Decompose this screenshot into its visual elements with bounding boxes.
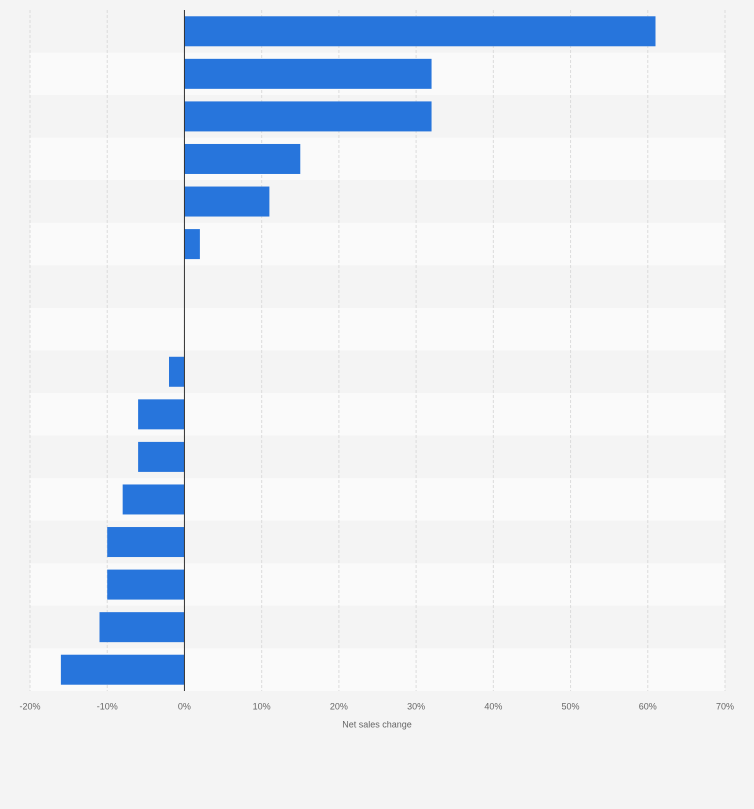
bar (184, 16, 656, 47)
x-tick-label: -20% (19, 701, 40, 711)
bar (184, 143, 301, 174)
bar (184, 186, 270, 217)
bar (184, 101, 432, 132)
x-tick-label: 70% (716, 701, 734, 711)
bar (138, 441, 185, 472)
x-tick-label: 60% (639, 701, 657, 711)
bar (60, 654, 185, 685)
row-band (30, 222, 725, 266)
x-axis-title: Net sales change (342, 719, 412, 729)
bar (184, 229, 200, 260)
row-band (30, 307, 725, 351)
row-bands (30, 10, 725, 691)
row-band (30, 265, 725, 308)
x-tick-label: 40% (484, 701, 502, 711)
bar (138, 399, 185, 430)
row-band (30, 180, 725, 223)
row-band (30, 435, 725, 479)
bar (184, 58, 432, 89)
row-band (30, 393, 725, 436)
bar (122, 484, 185, 515)
bar (107, 569, 185, 600)
x-tick-label: 30% (407, 701, 425, 711)
x-tick-label: 0% (178, 701, 191, 711)
x-tick-label: 20% (330, 701, 348, 711)
x-tick-label: 50% (562, 701, 580, 711)
x-tick-label: 10% (253, 701, 271, 711)
bar (107, 527, 185, 558)
bar (99, 612, 185, 643)
row-band (30, 137, 725, 181)
x-tick-label: -10% (97, 701, 118, 711)
bar (169, 356, 185, 387)
row-band (30, 350, 725, 394)
